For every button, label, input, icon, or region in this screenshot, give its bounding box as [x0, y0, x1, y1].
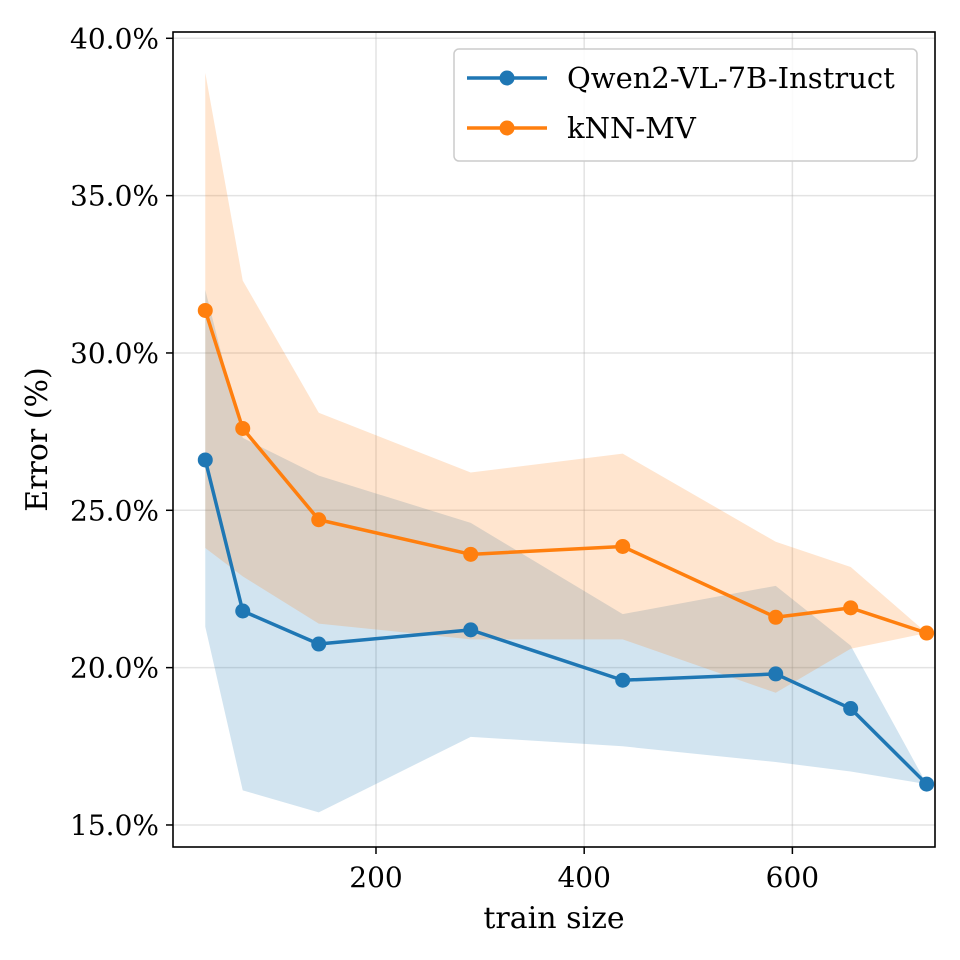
x-axis-label: train size [483, 901, 624, 936]
legend-swatch-marker-knn [499, 120, 515, 136]
band-qwen [205, 290, 927, 813]
point-qwen [235, 603, 251, 619]
axis-ticks: 200 400 600 15.0% 20.0% 25.0% 30.0% 35.0% 40.0% [70, 22, 819, 894]
legend-entry-qwen: Qwen2-VL-7B-Instruct [567, 61, 895, 95]
y-axis-label: Error (%) [20, 367, 55, 511]
band-knn [205, 72, 927, 693]
series-line-qwen [203, 459, 928, 786]
point-knn [843, 600, 859, 616]
grid [173, 32, 935, 847]
point-knn [768, 609, 784, 625]
y-tick-label: 25.0% [70, 494, 159, 527]
point-qwen [768, 666, 784, 682]
point-qwen [843, 701, 859, 717]
y-tick-label: 40.0% [70, 22, 159, 55]
point-qwen [919, 776, 935, 792]
point-knn [197, 302, 213, 318]
point-knn [463, 546, 479, 562]
y-tick-label: 15.0% [70, 809, 159, 842]
legend: Qwen2-VL-7B-Instruct kNN-MV [453, 48, 918, 162]
legend-swatch-marker-qwen [499, 70, 515, 86]
point-knn [235, 420, 251, 436]
point-qwen [463, 622, 479, 638]
x-tick-label: 600 [766, 861, 819, 894]
point-qwen [197, 452, 213, 468]
point-qwen [615, 672, 631, 688]
legend-box [453, 48, 918, 162]
point-knn [615, 538, 631, 554]
point-qwen [311, 636, 327, 652]
y-tick-label: 35.0% [70, 180, 159, 213]
point-knn [311, 512, 327, 528]
y-tick-label: 20.0% [70, 652, 159, 685]
plot-frame [172, 31, 936, 848]
legend-entry-knn: kNN-MV [567, 111, 697, 145]
x-tick-label: 200 [349, 861, 402, 894]
point-knn [919, 625, 935, 641]
x-tick-label: 400 [557, 861, 610, 894]
series-lines [197, 302, 935, 792]
y-tick-label: 30.0% [70, 337, 159, 370]
series-line-knn [203, 309, 928, 635]
confidence-bands [205, 72, 927, 813]
